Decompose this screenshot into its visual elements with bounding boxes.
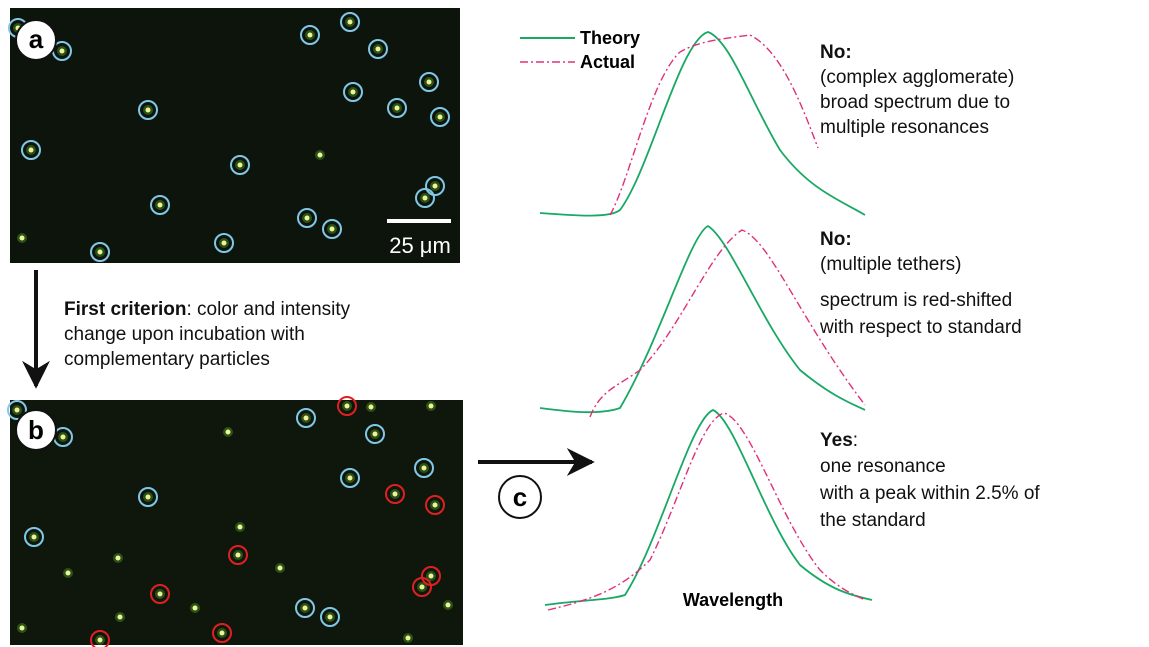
verdict-head: No: [820,229,852,250]
particle [66,571,71,576]
verdict-suffix: : [853,430,858,451]
particle [420,585,425,590]
particle [348,20,353,25]
particle [446,603,451,608]
particle [345,404,350,409]
particle [158,592,163,597]
verdict-line: one resonance [820,456,946,477]
particle [278,566,283,571]
verdict-head-text: No: [820,42,852,63]
particle [328,615,333,620]
particle [236,553,241,558]
particle [406,636,411,641]
figure: a b 25 μm First criterion: color and int… [0,0,1149,647]
legend-label: Actual [580,52,635,72]
criterion-line: complementary particles [64,349,270,370]
particle [20,236,25,241]
verdict-head-text: Yes [820,430,853,451]
particle [376,47,381,52]
particle [427,80,432,85]
legend-label: Theory [580,28,640,48]
verdict-line: broad spectrum due to [820,92,1010,113]
particle [15,408,20,413]
actual-curve [548,413,865,610]
particle [20,626,25,631]
verdict-line: (multiple tethers) [820,254,962,275]
particle [222,241,227,246]
verdict-line: spectrum is red-shifted [820,290,1012,311]
criterion-line: change upon incubation with [64,324,305,345]
particle [61,435,66,440]
particle [146,495,151,500]
verdict-line: with respect to standard [819,317,1022,338]
verdict-line: with a peak within 2.5% of [819,483,1040,504]
verdicts: No: (complex agglomerate) broad spectrum d… [819,42,1040,531]
axis-label: Wavelength [683,590,783,610]
particle [373,432,378,437]
particle [116,556,121,561]
particle [429,404,434,409]
verdict-head: No: [820,42,852,63]
criterion-title: First criterion [64,299,186,320]
verdict-line: the standard [820,510,926,531]
particle [429,574,434,579]
particle [304,416,309,421]
particle [98,250,103,255]
particle [220,631,225,636]
particle [423,196,428,201]
panel-label: c [513,482,527,512]
actual-curve [610,35,818,215]
particle [433,184,438,189]
particle [305,216,310,221]
page: {"panels": {"a": "a", "b": "b", "c": "c"… [0,0,1149,647]
verdict-line: (complex agglomerate) [820,67,1014,88]
particle [438,115,443,120]
particle [98,638,103,643]
particle [308,33,313,38]
particle [395,106,400,111]
particle [238,525,243,530]
criterion-line: : color and intensity [186,299,350,320]
verdict-head-text: No: [820,229,852,250]
particle [60,49,65,54]
scale-bar-label: 25 μm [389,233,451,258]
particle [351,90,356,95]
particle [433,503,438,508]
particle [226,430,231,435]
particle [146,108,151,113]
verdict-head: Yes: [820,430,858,451]
micrograph-a [10,8,460,263]
particle [422,466,427,471]
particle [369,405,374,410]
particle [318,153,323,158]
particle [29,148,34,153]
particle [158,203,163,208]
particle [393,492,398,497]
panel-label: b [28,415,44,445]
particle [238,163,243,168]
particle [118,615,123,620]
particle [303,606,308,611]
particle [330,227,335,232]
particle [32,535,37,540]
micrograph-b [10,400,463,645]
panel-label: a [29,24,44,54]
theory-curve [540,226,865,412]
particle [193,606,198,611]
criterion-text: First criterion: color and intensity [64,299,351,320]
particle [348,476,353,481]
verdict-line: multiple resonances [820,117,989,138]
